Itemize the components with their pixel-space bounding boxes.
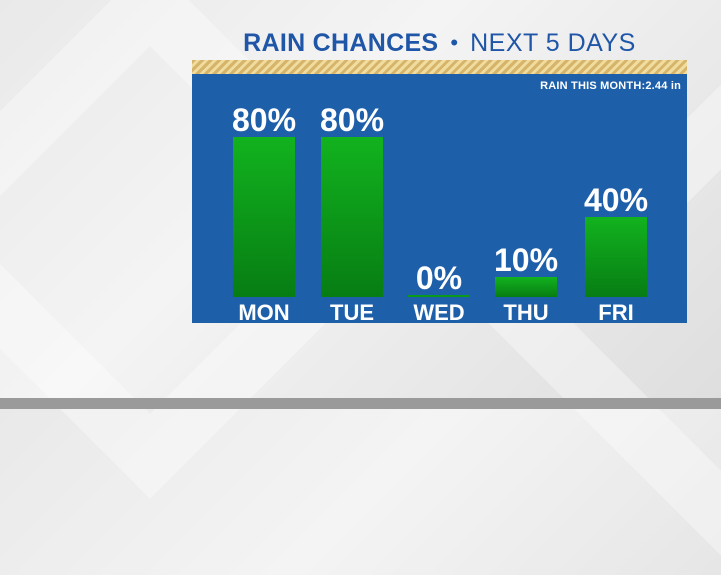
bottom-bar	[0, 398, 721, 409]
title-separator: •	[450, 30, 459, 55]
chart-title: RAIN CHANCES • NEXT 5 DAYS	[192, 26, 687, 60]
bar-fri	[585, 217, 647, 297]
chart-panel: RAIN THIS MONTH:2.44 in 80% MON 80% TUE 0% WE…	[192, 74, 687, 323]
bar-thu	[495, 277, 557, 297]
title-subtitle: NEXT 5 DAYS	[470, 28, 636, 57]
rain-chart: 80% MON 80% TUE 0% WED 10% THU 40% FRI	[232, 102, 648, 323]
day-label-tue: TUE	[330, 300, 374, 323]
title-main: RAIN CHANCES	[243, 28, 439, 57]
bar-wed	[408, 295, 470, 297]
bar-tue	[321, 137, 383, 297]
rain-this-month: RAIN THIS MONTH:2.44 in	[540, 80, 681, 92]
day-label-mon: MON	[238, 300, 289, 323]
bar-value-label-mon: 80%	[232, 102, 296, 138]
bar-value-label-fri: 40%	[584, 182, 648, 218]
day-label-thu: THU	[503, 300, 548, 323]
bar-value-label-tue: 80%	[320, 102, 384, 138]
decorative-stripe	[192, 60, 687, 74]
day-label-fri: FRI	[598, 300, 633, 323]
bar-value-label-wed: 0%	[416, 260, 462, 296]
bar-mon	[233, 137, 295, 297]
bar-value-label-thu: 10%	[494, 242, 558, 278]
day-label-wed: WED	[413, 300, 464, 323]
